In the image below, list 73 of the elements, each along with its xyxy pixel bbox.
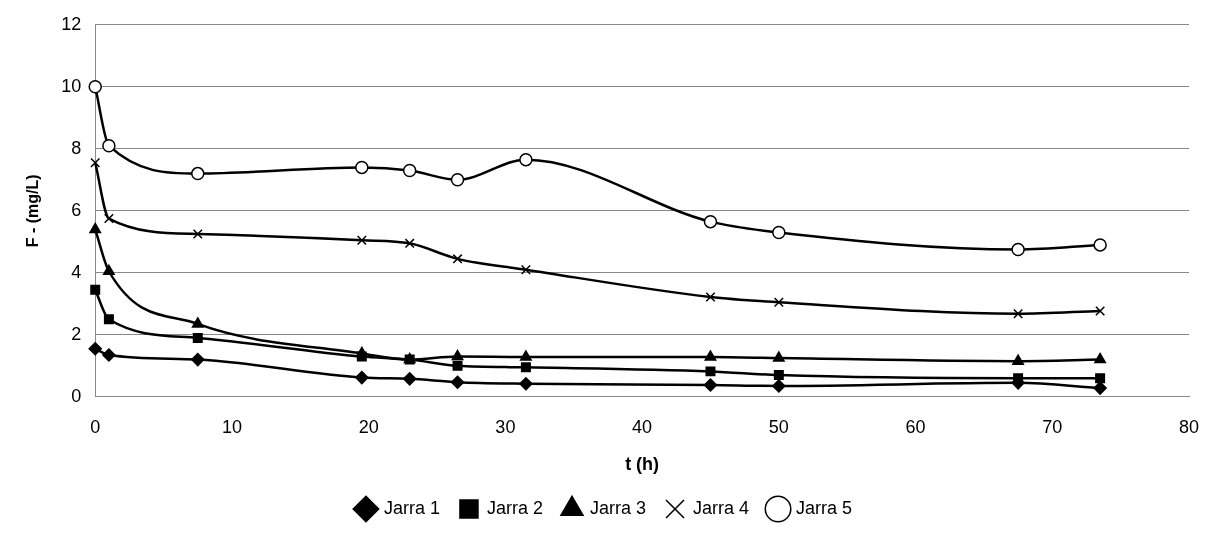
legend-label: Jarra 1	[383, 497, 440, 518]
point	[772, 379, 786, 393]
point	[191, 352, 205, 367]
point	[89, 222, 102, 234]
legend-label: Jarra 5	[796, 497, 853, 518]
point	[703, 214, 718, 229]
point	[90, 284, 101, 295]
y-axis-title: F - (mg/L)	[24, 174, 42, 248]
point	[402, 372, 417, 386]
point	[705, 291, 716, 302]
point	[519, 377, 533, 391]
point	[704, 350, 717, 361]
y-tick-label: 4	[71, 261, 82, 282]
y-tick-label: 6	[71, 199, 82, 220]
point	[773, 297, 784, 308]
point	[1095, 373, 1106, 384]
point	[192, 229, 203, 240]
point	[402, 163, 417, 178]
x-tick-label: 0	[90, 416, 101, 437]
point	[1093, 381, 1107, 395]
point	[452, 253, 463, 264]
point	[88, 80, 102, 94]
point	[103, 213, 114, 224]
point	[1013, 308, 1024, 319]
point	[519, 350, 532, 361]
y-tick-label: 12	[61, 13, 82, 34]
point	[519, 152, 533, 167]
x-tick-label: 80	[1178, 416, 1200, 437]
x-tick-label: 20	[358, 416, 379, 437]
point	[102, 348, 116, 362]
y-tick-label: 0	[71, 385, 82, 406]
x-tick-label: 30	[495, 416, 516, 437]
point	[102, 138, 116, 153]
y-tick-label: 10	[61, 75, 82, 96]
point	[772, 225, 786, 240]
point	[1095, 305, 1106, 316]
x-axis-title: t (h)	[625, 454, 660, 475]
point	[191, 166, 205, 181]
y-tick-label: 8	[71, 137, 82, 158]
x-tick-label: 10	[221, 416, 242, 437]
point	[192, 332, 203, 343]
point	[102, 264, 115, 275]
point	[1093, 238, 1107, 252]
point	[451, 349, 464, 361]
point	[356, 235, 367, 246]
x-tick-label: 50	[768, 416, 789, 437]
point	[355, 160, 369, 175]
point	[520, 264, 531, 275]
point	[772, 351, 785, 362]
x-tick-label: 60	[905, 416, 926, 437]
point	[356, 351, 367, 362]
point	[191, 317, 204, 328]
point	[703, 378, 718, 392]
point	[103, 314, 114, 325]
point	[773, 370, 784, 381]
point	[450, 173, 465, 187]
y-tick-label: 2	[71, 323, 82, 344]
point	[355, 370, 369, 385]
point	[452, 360, 463, 371]
point	[1011, 242, 1025, 257]
legend-label: Jarra 4	[693, 497, 750, 518]
point	[520, 362, 531, 373]
x-tick-label: 70	[1042, 416, 1063, 437]
point	[90, 157, 101, 168]
legend-label: Jarra 2	[486, 497, 543, 518]
point	[88, 342, 102, 356]
point	[1012, 354, 1025, 365]
point	[404, 238, 415, 249]
point	[1094, 352, 1107, 364]
legend-label: Jarra 3	[589, 497, 647, 518]
point	[705, 366, 716, 377]
point	[450, 375, 465, 389]
x-tick-label: 40	[632, 416, 653, 437]
